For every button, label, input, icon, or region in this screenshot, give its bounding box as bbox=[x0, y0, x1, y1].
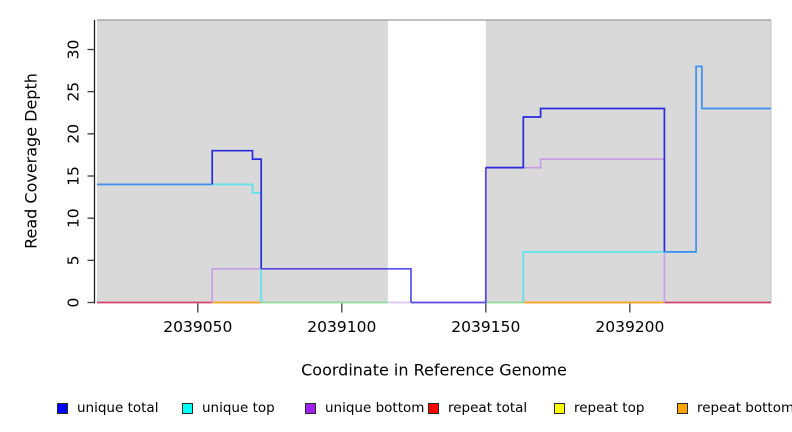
legend-label-repeat-top: repeat top bbox=[574, 400, 645, 416]
legend-item-repeat-top: repeat top bbox=[554, 399, 644, 417]
segment-unique-total-right bbox=[485, 107, 666, 252]
segment-unique-total-gap bbox=[387, 267, 412, 303]
legend-label-unique-total: unique total bbox=[77, 400, 159, 416]
legend-label-unique-bottom: unique bottom bbox=[325, 400, 425, 416]
legend-item-unique-top: unique top bbox=[182, 399, 275, 417]
y-tick-label-30: 30 bbox=[64, 40, 82, 60]
legend-item-repeat-total: repeat total bbox=[428, 399, 527, 417]
y-tick-label-5: 5 bbox=[64, 255, 82, 265]
y-axis-title: Read Coverage Depth bbox=[21, 73, 41, 249]
legend-label-repeat-bottom: repeat bottom bbox=[697, 400, 792, 416]
segment-unique-total-gap-baseline bbox=[411, 167, 487, 304]
x-tick-label-2039050: 2039050 bbox=[163, 318, 232, 336]
segment-unique-total-top-overlap-right bbox=[664, 65, 771, 253]
x-tick-label-2039200: 2039200 bbox=[595, 318, 664, 336]
plot-shaded-region-0 bbox=[97, 20, 388, 303]
legend-swatch-repeat-top bbox=[554, 402, 565, 414]
legend-swatch-repeat-total bbox=[428, 402, 439, 414]
y-tick-label-15: 15 bbox=[64, 166, 82, 186]
legend-item-repeat-bottom: repeat bottom bbox=[677, 399, 792, 417]
x-axis-title: Coordinate in Reference Genome bbox=[301, 360, 567, 380]
y-tick-label-25: 25 bbox=[64, 82, 82, 102]
segment-unique-top-right bbox=[522, 251, 697, 303]
legend-swatch-repeat-bottom bbox=[677, 402, 688, 414]
legend-swatch-unique-top bbox=[182, 402, 193, 414]
x-tick-label-2039100: 2039100 bbox=[307, 318, 376, 336]
legend-swatch-unique-bottom bbox=[305, 402, 316, 414]
x-tick-label-2039150: 2039150 bbox=[451, 318, 520, 336]
segment-unique-total-left bbox=[211, 149, 263, 269]
legend-label-repeat-total: repeat total bbox=[448, 400, 528, 416]
legend-item-unique-total: unique total bbox=[57, 399, 158, 417]
plot-shaded-region-1 bbox=[485, 20, 771, 303]
y-tick-label-10: 10 bbox=[64, 208, 82, 228]
legend: unique total unique top unique bottom repea… bbox=[0, 399, 792, 419]
y-tick-label-20: 20 bbox=[64, 124, 82, 144]
legend-label-unique-top: unique top bbox=[202, 400, 275, 416]
coverage-chart-svg: 0 5 10 15 20 25 30 2039050 2039100 2039150 2039200 bbox=[64, 19, 772, 336]
legend-item-unique-bottom: unique bottom bbox=[305, 399, 424, 417]
y-tick-label-0: 0 bbox=[64, 298, 82, 308]
legend-swatch-unique-total bbox=[57, 402, 68, 414]
